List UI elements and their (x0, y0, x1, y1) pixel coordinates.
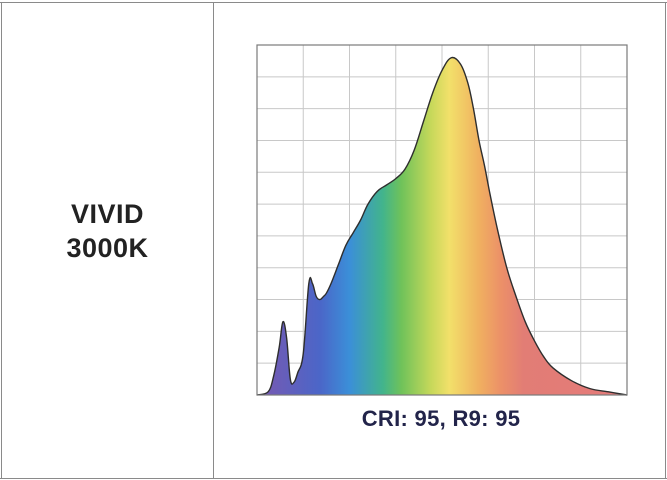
spectrum-curve-line (256, 56, 628, 396)
row-label-cell: VIVID 3000K (2, 4, 213, 478)
table-border-right (665, 2, 666, 479)
plot-frame (256, 44, 628, 396)
row-label-cct: 3000K (66, 233, 149, 263)
table-border-bottom (0, 478, 667, 479)
table-border-left (1, 2, 2, 479)
table-column-divider (213, 2, 214, 479)
chart-caption: CRI: 95, R9: 95 (361, 406, 521, 431)
row-label-name: VIVID (70, 199, 145, 229)
table-border-top (0, 2, 667, 3)
